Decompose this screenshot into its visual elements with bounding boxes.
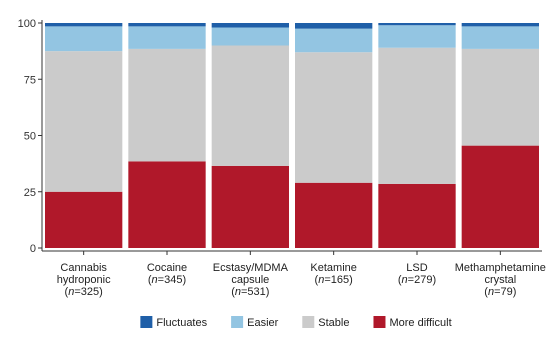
bar-segment-easier [295,28,373,53]
legend: Fluctuates Easier Stable More difficult [140,316,452,329]
bar-segment-easier [211,27,289,46]
legend-label-easier: Easier [247,317,279,329]
bar-segment-more-difficult [461,145,539,248]
y-tick-label: 75 [24,74,36,86]
category-labels: Cannabis hydroponic (n=325) Cocaine (n=345) E… [57,262,546,298]
bar-segment-easier [378,25,456,48]
legend-swatch-more-difficult [373,316,386,328]
bar-segment-fluctuates [128,23,206,27]
bar-segment-fluctuates [45,23,123,27]
bar-segment-fluctuates [461,23,539,27]
legend-label-stable: Stable [318,317,349,329]
legend-label-more-difficult: More difficult [389,317,451,329]
bar-segment-more-difficult [211,165,289,248]
y-tick-label: 25 [24,187,36,199]
category-label: Methamphetamine crystal (n=79) [455,262,546,298]
legend-swatch-fluctuates [140,316,153,328]
bar-segment-stable [45,51,123,192]
y-tick-label: 100 [18,18,36,30]
bar-segment-stable [211,45,289,166]
category-label: Ecstasy/MDMA capsule (n=531) [213,262,289,298]
bar-segment-more-difficult [45,191,123,248]
bar-segment-more-difficult [295,182,373,248]
bar-segment-fluctuates [378,23,456,26]
category-label: LSD (n=279) [398,262,436,286]
legend-swatch-stable [302,316,315,328]
bar-segment-stable [378,47,456,184]
y-tick-label: 50 [24,131,36,143]
bars-group [45,23,539,248]
bar-segment-more-difficult [378,183,456,248]
category-label: Cocaine (n=345) [147,262,187,286]
bar-segment-easier [128,26,206,49]
bar-segment-fluctuates [295,23,373,29]
legend-label-fluctuates: Fluctuates [156,317,207,329]
legend-swatch-easier [231,316,244,328]
bar-segment-fluctuates [211,23,289,28]
y-tick-label: 0 [30,243,36,255]
bar-segment-more-difficult [128,161,206,248]
category-label: Cannabis hydroponic (n=325) [57,262,111,298]
bar-segment-stable [295,52,373,183]
bar-segment-stable [461,48,539,146]
category-label: Ketamine (n=165) [310,262,356,286]
axes-group: 0 25 50 75 100 [18,18,542,255]
bar-segment-easier [45,26,123,52]
bar-segment-easier [461,26,539,49]
bar-segment-stable [128,48,206,162]
